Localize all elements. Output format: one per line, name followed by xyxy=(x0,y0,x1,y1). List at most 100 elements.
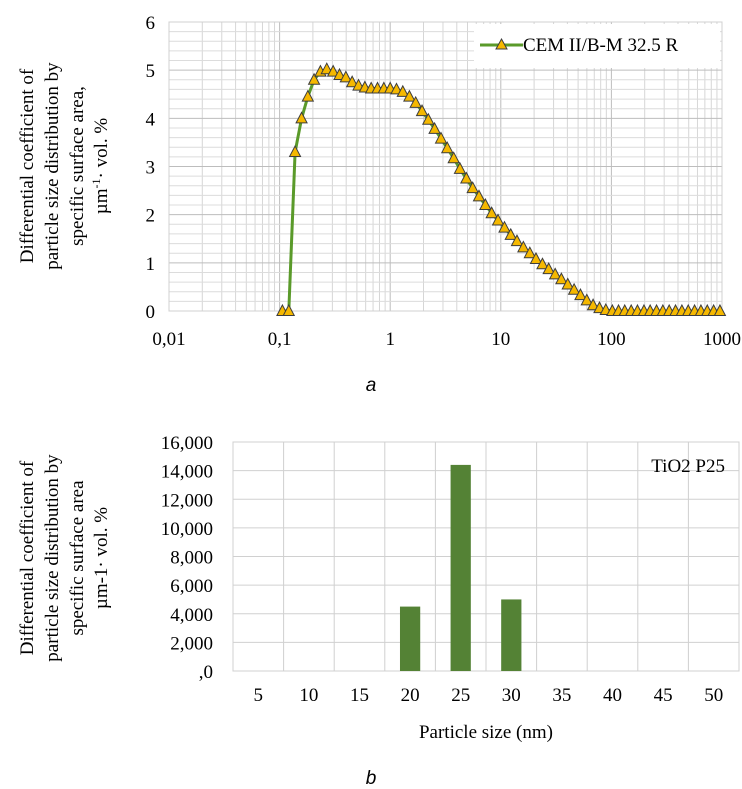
chart-b-x-tick-labels: 5 10 15 20 25 30 35 40 45 50 xyxy=(254,685,724,706)
chart-b-x-tick-label: 45 xyxy=(654,685,673,706)
chart-b-x-tick-label: 30 xyxy=(502,685,521,706)
chart-a-ylabel-line-1: Differential coefficient of xyxy=(17,68,38,263)
chart-a-x-tick-label: 100 xyxy=(597,329,626,350)
chart-a-data-point xyxy=(339,70,353,83)
chart-a-ylabel-line-2: particle size distribution by xyxy=(42,62,63,270)
chart-a-data-point xyxy=(498,220,511,233)
chart-b-y-tick-label: 12,000 xyxy=(161,490,213,511)
chart-a-y-tick-labels: 0 1 2 3 4 5 6 xyxy=(146,13,156,323)
chart-a-data-point xyxy=(542,262,556,275)
chart-b-bar xyxy=(501,599,522,671)
chart-a-data-point xyxy=(536,257,549,270)
chart-a-data-point xyxy=(282,303,296,316)
chart-b-x-tick-label: 40 xyxy=(603,685,622,706)
chart-a-x-tick-label: 1000 xyxy=(703,329,741,350)
chart-a-ylabel-tail: · vol. % xyxy=(91,118,112,179)
chart-b-ylabel-line-3: specific surface area xyxy=(67,480,88,636)
chart-a-data-point xyxy=(548,267,562,280)
chart-b-y-tick-label: 14,000 xyxy=(161,462,213,483)
chart-b-bar xyxy=(450,464,471,671)
chart-b-ylabel-line-2: particle size distribution by xyxy=(42,454,63,662)
chart-a-data-point xyxy=(466,181,480,194)
chart-b-plot-frame xyxy=(232,441,740,672)
chart-a-data-point xyxy=(345,75,359,88)
chart-b-x-tick-label: 10 xyxy=(299,685,318,706)
chart-a-x-tick-label: 10 xyxy=(491,329,510,350)
chart-a-data-point xyxy=(561,277,575,290)
chart-b-y-tick-label: 8,000 xyxy=(170,548,213,569)
chart-a-x-tick-label: 0,01 xyxy=(152,329,185,350)
chart-a-data-point xyxy=(574,288,587,301)
chart-b-x-tick-label: 5 xyxy=(254,685,264,706)
chart-b-x-tick-label: 25 xyxy=(451,685,470,706)
chart-a-data-point xyxy=(510,234,524,247)
chart-b-x-tick-label: 15 xyxy=(350,685,369,706)
chart-a-data-point xyxy=(472,189,486,202)
chart-b-y-tick-label: ,0 xyxy=(199,662,213,683)
chart-a-data-point xyxy=(479,197,492,211)
chart-a-y-tick-label: 3 xyxy=(146,158,156,179)
chart-a-data-point xyxy=(326,64,340,77)
chart-a-data-point xyxy=(491,213,505,226)
chart-b-ylabel-line-1: Differential coefficient of xyxy=(17,460,38,655)
chart-a-y-tick-label: 5 xyxy=(146,61,156,82)
chart-a-data-point xyxy=(428,121,441,134)
chart-a-data-point xyxy=(396,84,410,97)
chart-a-panel-label: a xyxy=(366,375,377,396)
chart-a-plot-frame xyxy=(168,21,723,312)
chart-a-y-tick-label: 4 xyxy=(146,109,156,130)
chart-a-legend-marker-swatch xyxy=(495,37,508,50)
chart-a-data-point xyxy=(555,272,568,285)
chart-a-markers xyxy=(276,62,727,316)
chart-a-data-point xyxy=(713,303,727,316)
chart-a-y-tick-label: 0 xyxy=(146,302,156,323)
chart-a-data-point xyxy=(390,82,403,95)
chart-b-y-tick-label: 10,000 xyxy=(161,519,213,540)
chart-a-x-tick-label: 0,1 xyxy=(268,329,292,350)
chart-b-x-tick-label: 50 xyxy=(704,685,723,706)
chart-a-data-point xyxy=(301,89,315,102)
chart-a-data-point xyxy=(415,104,429,117)
chart-a: 0 1 2 3 4 5 6 0,01 0,1 1 10 100 1000 CEM II/B-M 32.… xyxy=(17,13,741,396)
chart-a-data-point xyxy=(307,72,321,85)
chart-a-data-point xyxy=(409,95,423,108)
chart-b-x-tick-label: 35 xyxy=(552,685,571,706)
chart-a-data-point xyxy=(504,227,518,240)
chart-a-data-point xyxy=(440,141,454,154)
chart-a-legend-label: CEM II/B-M 32.5 R xyxy=(523,35,679,56)
chart-a-data-point xyxy=(485,206,499,219)
chart-a-data-point xyxy=(567,282,581,295)
chart-a-data-point xyxy=(320,62,334,75)
chart-b-y-tick-label: 16,000 xyxy=(161,433,213,454)
chart-a-data-point xyxy=(580,293,594,306)
chart-a-y-tick-label: 6 xyxy=(146,13,156,34)
chart-a-ylabel-superscript: -1 xyxy=(89,178,103,188)
chart-b-y-tick-label: 4,000 xyxy=(170,605,213,626)
chart-a-data-point xyxy=(586,298,600,311)
chart-a-data-point xyxy=(295,111,308,124)
chart-a-y-axis-title: Differential coefficient of particle siz… xyxy=(17,62,112,270)
chart-a-data-point xyxy=(447,151,461,164)
chart-a-y-tick-label: 1 xyxy=(146,254,156,275)
chart-a-data-point xyxy=(403,89,416,102)
chart-a-data-point xyxy=(288,144,302,158)
chart-a-y-tick-label: 2 xyxy=(146,206,156,227)
chart-b-bar xyxy=(399,606,421,671)
chart-b: ,0 2,000 4,000 6,000 8,000 10,000 12,000 14,000… xyxy=(17,433,740,789)
chart-b-panel-label: b xyxy=(366,768,377,789)
chart-a-data-point xyxy=(517,240,530,253)
chart-a-data-point xyxy=(523,246,537,259)
chart-b-bars xyxy=(399,464,522,671)
chart-b-y-tick-label: 6,000 xyxy=(170,576,213,597)
chart-b-x-axis-title: Particle size (nm) xyxy=(419,722,553,743)
chart-a-data-point xyxy=(434,131,448,144)
chart-a-legend: CEM II/B-M 32.5 R xyxy=(474,24,720,68)
chart-b-y-tick-label: 2,000 xyxy=(170,633,213,654)
chart-b-ylabel-line-4: µm-1· vol. % xyxy=(91,507,112,609)
chart-b-x-tick-label: 20 xyxy=(401,685,420,706)
chart-a-data-point xyxy=(333,67,346,80)
chart-a-ylabel-line-3: specific surface area, xyxy=(67,86,88,246)
chart-a-x-tick-label: 1 xyxy=(385,329,395,350)
chart-b-annotation: TiO2 P25 xyxy=(651,456,725,477)
